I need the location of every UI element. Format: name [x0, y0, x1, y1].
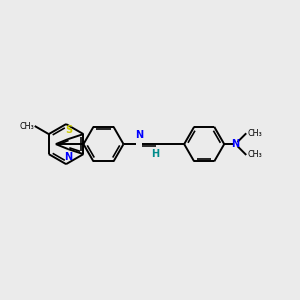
- Text: H: H: [151, 149, 159, 159]
- Text: CH₃: CH₃: [248, 129, 262, 138]
- Text: S: S: [65, 125, 72, 135]
- Text: CH₃: CH₃: [19, 122, 34, 130]
- Text: CH₃: CH₃: [248, 150, 262, 159]
- Text: N: N: [135, 130, 143, 140]
- Text: N: N: [64, 152, 73, 162]
- Text: N: N: [231, 139, 239, 149]
